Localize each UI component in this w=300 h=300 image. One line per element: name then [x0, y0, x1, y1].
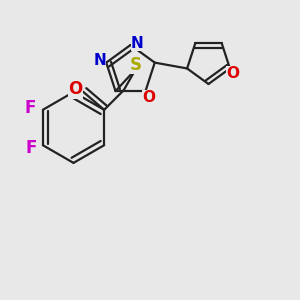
- Text: S: S: [130, 56, 142, 74]
- Text: N: N: [93, 53, 106, 68]
- Text: O: O: [142, 90, 155, 105]
- Text: F: F: [26, 139, 37, 157]
- Text: N: N: [131, 36, 143, 51]
- Text: O: O: [68, 80, 83, 98]
- Text: F: F: [25, 99, 36, 117]
- Text: O: O: [226, 66, 239, 81]
